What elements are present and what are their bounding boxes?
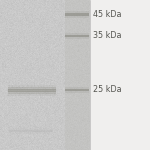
Bar [8,85,56,88]
Bar [8,93,56,96]
Bar [90,0,150,150]
Bar [65,35,89,37]
Text: 35 kDa: 35 kDa [93,32,122,40]
Bar [65,37,89,39]
Bar [9,130,52,132]
Bar [8,87,56,90]
Bar [8,91,56,94]
Text: 25 kDa: 25 kDa [93,85,122,94]
Bar [65,33,89,35]
Bar [65,13,89,15]
Bar [64,0,90,150]
Bar [65,87,89,89]
Bar [8,89,56,92]
Bar [9,132,52,134]
Bar [65,91,89,93]
Bar [9,128,52,130]
Bar [65,89,89,91]
Text: 45 kDa: 45 kDa [93,10,122,19]
Bar [0,0,90,150]
Bar [65,11,89,13]
Bar [65,15,89,18]
